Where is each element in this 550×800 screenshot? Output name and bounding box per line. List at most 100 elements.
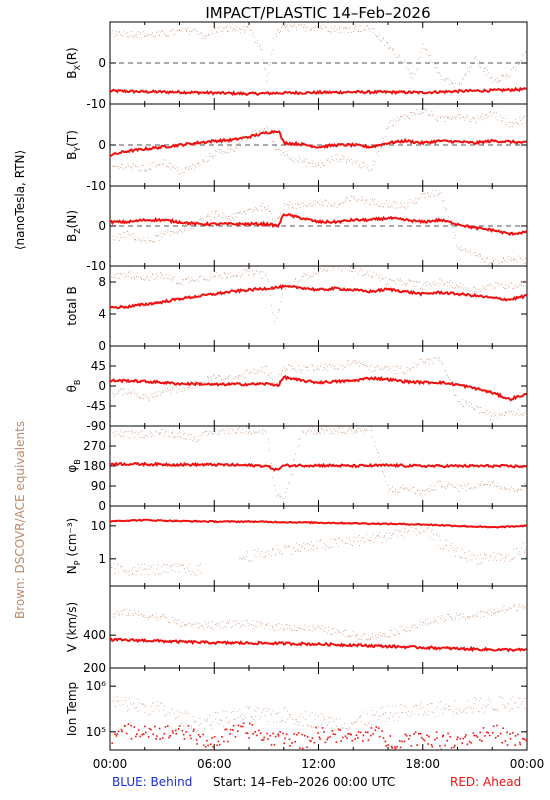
- data-point-brown: [505, 122, 506, 124]
- data-point-brown: [209, 156, 211, 157]
- data-point-brown: [419, 490, 421, 492]
- data-point-brown: [190, 623, 192, 625]
- data-point-brown: [147, 34, 148, 36]
- data-point-brown: [478, 563, 479, 565]
- data-point-brown: [280, 26, 282, 28]
- data-point-brown: [416, 528, 417, 530]
- data-point-brown: [406, 372, 407, 374]
- data-point-brown: [253, 554, 255, 556]
- series-group: [110, 266, 527, 322]
- data-point-brown: [363, 429, 365, 431]
- data-point-brown: [144, 278, 146, 280]
- data-point-brown: [217, 712, 218, 713]
- data-point-brown: [390, 711, 391, 713]
- data-point-brown: [431, 190, 433, 191]
- data-point-brown: [469, 706, 471, 707]
- data-point-ahead: [506, 731, 508, 734]
- data-point-brown: [518, 415, 520, 417]
- data-point-ahead: [385, 745, 387, 747]
- data-point-brown: [439, 359, 441, 361]
- data-point-ahead: [337, 728, 340, 731]
- data-point-brown: [358, 428, 360, 429]
- y-tick-label: 10⁶: [86, 679, 106, 693]
- data-point-brown: [424, 494, 426, 496]
- data-point-brown: [236, 432, 238, 433]
- data-point-brown: [212, 433, 214, 435]
- data-point-brown: [509, 259, 511, 260]
- data-point-brown: [465, 288, 467, 290]
- data-point-brown: [275, 149, 277, 151]
- data-point-ahead: [217, 740, 219, 743]
- data-point-brown: [280, 374, 282, 376]
- data-point-brown: [343, 202, 345, 204]
- data-point-brown: [518, 64, 520, 65]
- data-point-brown: [297, 281, 299, 283]
- data-point-brown: [154, 35, 156, 37]
- data-point-brown: [462, 78, 464, 79]
- data-point-brown: [159, 432, 161, 433]
- data-point-brown: [150, 705, 152, 707]
- data-point-brown: [331, 159, 333, 160]
- data-point-brown: [389, 122, 390, 124]
- data-point-ahead: [216, 744, 218, 746]
- data-point-brown: [414, 280, 416, 282]
- data-point-brown: [126, 36, 128, 38]
- data-point-brown: [157, 432, 159, 434]
- data-point-brown: [338, 204, 339, 206]
- data-point-brown: [490, 283, 491, 285]
- data-point-brown: [319, 432, 320, 433]
- data-point-brown: [320, 539, 322, 541]
- data-point-brown: [129, 698, 130, 700]
- data-point-ahead: [298, 747, 301, 749]
- data-point-brown: [217, 433, 218, 435]
- data-point-brown: [374, 199, 376, 200]
- data-point-brown: [236, 30, 238, 31]
- data-point-brown: [209, 215, 211, 217]
- data-point-brown: [368, 426, 369, 428]
- data-point-brown: [439, 278, 441, 280]
- data-point-brown: [408, 530, 410, 531]
- data-point-brown: [416, 626, 418, 628]
- data-point-brown: [120, 430, 122, 432]
- data-point-brown: [392, 716, 394, 717]
- data-point-brown: [203, 36, 204, 38]
- data-point-brown: [250, 268, 252, 270]
- data-point-brown: [244, 432, 246, 434]
- data-point-brown: [257, 550, 259, 552]
- y-tick-label: 270: [83, 439, 106, 453]
- data-point-brown: [312, 205, 314, 207]
- data-point-brown: [127, 233, 129, 235]
- data-point-brown: [518, 489, 520, 490]
- data-point-brown: [410, 77, 412, 78]
- data-point-brown: [497, 708, 498, 710]
- data-point-brown: [433, 195, 435, 197]
- data-point-brown: [342, 154, 344, 156]
- data-point-brown: [287, 284, 289, 286]
- data-point-brown: [135, 612, 137, 614]
- data-point-brown: [391, 125, 393, 127]
- data-point-brown: [472, 63, 474, 64]
- data-point-ahead: [394, 747, 397, 750]
- data-point-brown: [125, 700, 127, 702]
- data-point-brown: [214, 150, 216, 151]
- data-point-brown: [405, 627, 406, 628]
- footer-red-label: RED: Ahead: [450, 775, 521, 789]
- data-point-brown: [316, 626, 318, 628]
- data-point-brown: [274, 485, 275, 486]
- data-point-brown: [284, 25, 285, 26]
- data-point-brown: [437, 481, 439, 482]
- data-point-brown: [363, 431, 364, 433]
- data-point-brown: [283, 152, 284, 153]
- data-point-brown: [202, 218, 204, 220]
- data-point-brown: [419, 532, 421, 534]
- data-point-brown: [404, 60, 406, 61]
- data-point-brown: [470, 121, 472, 122]
- data-point-brown: [200, 381, 202, 383]
- data-point-brown: [297, 550, 299, 552]
- data-point-brown: [205, 720, 207, 721]
- data-point-brown: [521, 54, 523, 55]
- data-point-brown: [314, 163, 316, 164]
- data-point-brown: [175, 618, 176, 620]
- data-point-brown: [164, 435, 165, 437]
- data-point-brown: [277, 382, 279, 384]
